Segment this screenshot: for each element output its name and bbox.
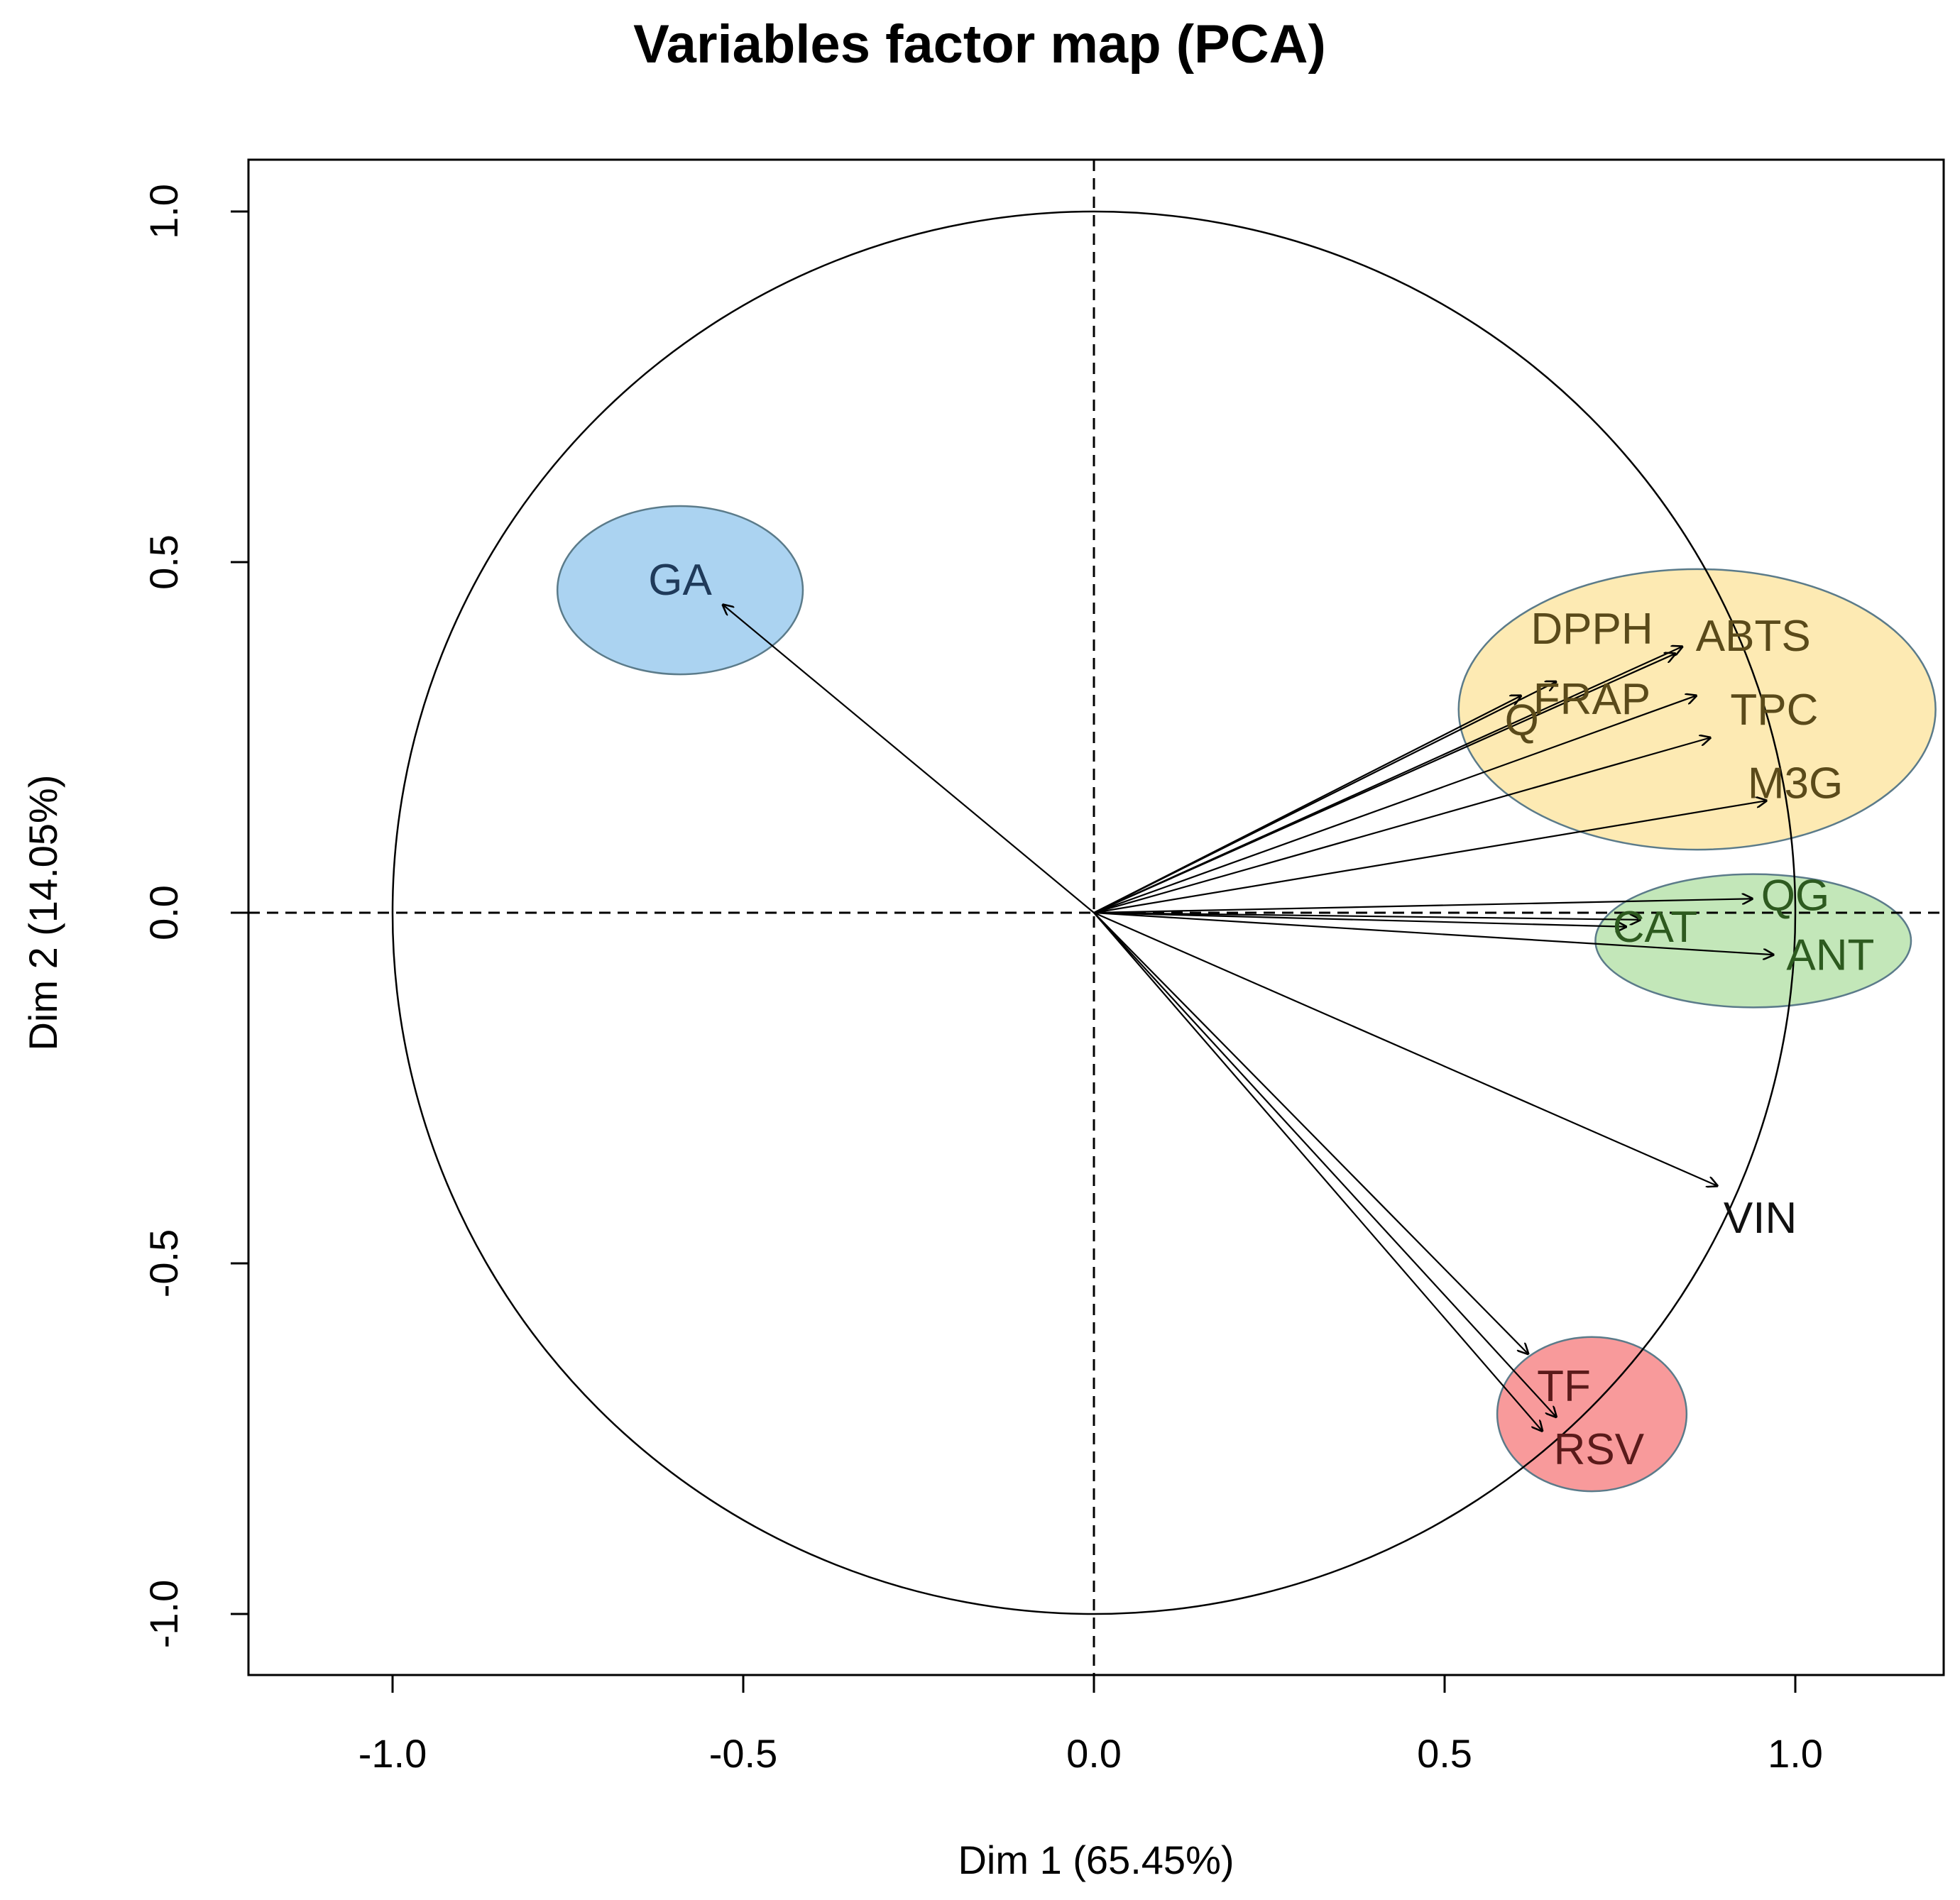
variable-label-ga: GA xyxy=(648,556,712,605)
x-tick-label: 1.0 xyxy=(1768,1731,1823,1776)
variable-label-cat: CAT xyxy=(1613,903,1697,952)
arrow-cat-9 xyxy=(1093,911,1627,927)
x-tick-label: 0.0 xyxy=(1066,1731,1122,1776)
variable-label-ant: ANT xyxy=(1786,931,1874,980)
arrow-ant-10 xyxy=(1093,911,1774,955)
x-tick-label: 0.5 xyxy=(1417,1731,1472,1776)
x-axis-label: Dim 1 (65.45%) xyxy=(958,1838,1234,1882)
arrow-m3g-6 xyxy=(1093,737,1711,914)
cluster-ellipse-3 xyxy=(1496,1336,1688,1493)
variable-label-frap: FRAP xyxy=(1533,675,1650,724)
cluster-ellipse-0 xyxy=(556,505,804,676)
variable-label-abts: ABTS xyxy=(1696,612,1811,661)
variable-label-tpc: TPC xyxy=(1730,686,1818,735)
y-tick-label: 0.5 xyxy=(141,534,186,590)
y-tick-label: -1.0 xyxy=(141,1580,186,1649)
arrow-rsv-15 xyxy=(1093,912,1557,1417)
arrow-m3g-7 xyxy=(1093,801,1767,914)
variable-label-m3g: M3G xyxy=(1748,759,1843,808)
y-tick-label: -0.5 xyxy=(141,1229,186,1298)
variable-label-rsv: RSV xyxy=(1554,1425,1645,1474)
arrow-tpc-5 xyxy=(1093,696,1697,914)
x-tick-label: -1.0 xyxy=(358,1731,427,1776)
arrow-ant-11 xyxy=(1093,911,1641,920)
arrow-rsv-14 xyxy=(1093,912,1543,1432)
variable-label-dpph: DPPH xyxy=(1531,605,1653,654)
arrow-ga-0 xyxy=(722,604,1095,913)
variable-label-q: Q xyxy=(1505,696,1539,745)
variable-label-qg: QG xyxy=(1761,872,1829,921)
cluster-ellipse-2 xyxy=(1594,873,1912,1009)
variable-label-vin: VIN xyxy=(1724,1194,1797,1243)
arrow-q-4 xyxy=(1093,681,1557,913)
arrow-abts-2 xyxy=(1093,647,1683,914)
correlation-circle xyxy=(391,210,1797,1615)
y-axis-label: Dim 2 (14.05%) xyxy=(21,774,65,1050)
cluster-ellipse-1 xyxy=(1457,568,1937,851)
y-tick-label: 0.0 xyxy=(141,885,186,940)
arrow-vin-12 xyxy=(1093,911,1718,1186)
x-tick-label: -0.5 xyxy=(709,1731,778,1776)
arrow-tf-13 xyxy=(1093,912,1529,1354)
y-tick-label: 1.0 xyxy=(141,184,186,239)
chart-title: Variables factor map (PCA) xyxy=(633,14,1326,75)
arrow-qg-8 xyxy=(1093,899,1753,914)
variable-label-tf: TF xyxy=(1537,1362,1591,1411)
